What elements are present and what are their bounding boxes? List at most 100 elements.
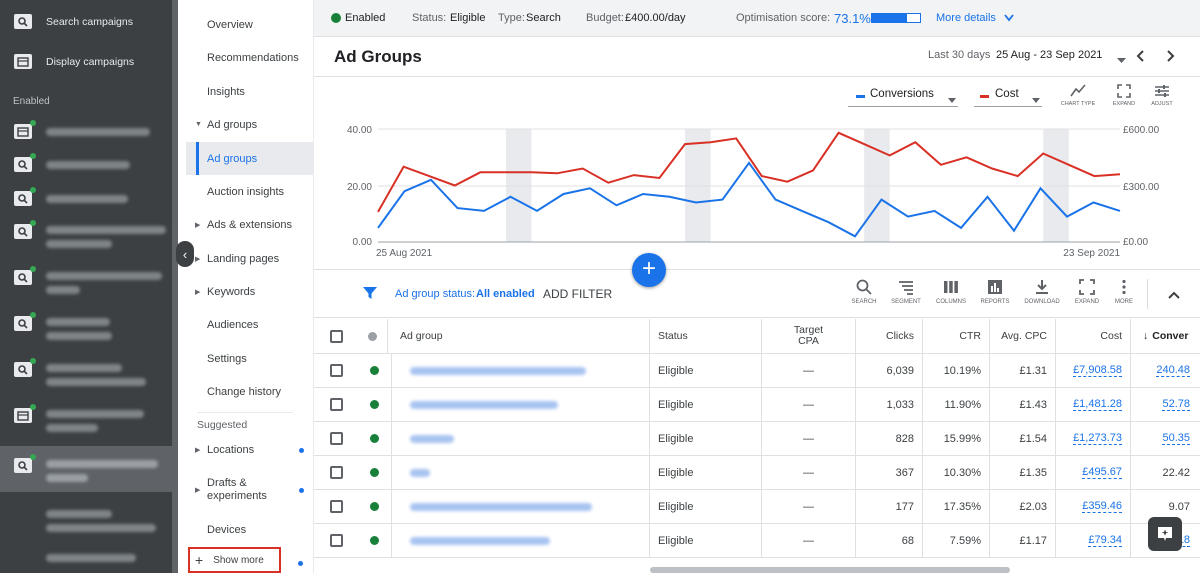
row-checkbox[interactable] — [329, 466, 343, 479]
more-details-link[interactable]: More details — [936, 12, 996, 24]
cost-value[interactable]: £495.67 — [1082, 466, 1122, 479]
nav-ad-groups[interactable]: Ad groups — [186, 142, 314, 175]
nav-audiences[interactable]: Audiences — [186, 308, 314, 341]
caret-down-icon[interactable] — [1117, 53, 1126, 67]
nav-devices[interactable]: Devices — [186, 513, 314, 546]
horizontal-scrollbar[interactable] — [650, 567, 1010, 573]
campaign-item[interactable] — [0, 212, 178, 260]
header-ad-group[interactable]: Ad group — [392, 319, 650, 353]
cost-value[interactable]: £7,908.58 — [1073, 364, 1122, 377]
row-checkbox[interactable] — [329, 432, 343, 445]
table-row[interactable]: Eligible — 6,039 10.19% £1.31 £7,908.58 240.48 — [314, 354, 1200, 388]
clicks-cell: 6,039 — [856, 354, 923, 387]
enabled-status-label[interactable]: Enabled — [345, 12, 386, 24]
filter-icon[interactable] — [363, 286, 377, 303]
metric1-select[interactable]: Conversions — [848, 85, 958, 107]
panel-scrollbar[interactable] — [172, 0, 178, 573]
campaign-item[interactable] — [0, 145, 178, 183]
conversions-value[interactable]: 240.48 — [1156, 364, 1190, 377]
metric2-select[interactable]: Cost — [974, 85, 1042, 107]
cost-value[interactable]: £79.34 — [1088, 534, 1122, 547]
cost-value[interactable]: £359.46 — [1082, 500, 1122, 513]
optimisation-score-value[interactable]: 73.1% — [834, 10, 871, 26]
redacted-ad-group-link[interactable] — [410, 434, 454, 443]
header-clicks[interactable]: Clicks — [856, 319, 923, 353]
redacted-ad-group-link[interactable] — [410, 502, 592, 511]
row-checkbox[interactable] — [329, 534, 343, 547]
header-target-cpa[interactable]: Target CPA — [762, 319, 856, 353]
table-row[interactable]: Eligible — 828 15.99% £1.54 £1,273.73 50.35 — [314, 422, 1200, 456]
row-checkbox[interactable] — [329, 398, 343, 411]
campaign-item[interactable] — [0, 396, 178, 442]
campaign-item[interactable] — [0, 112, 178, 150]
search-button[interactable]: SEARCH — [844, 279, 884, 305]
redacted-ad-group-link[interactable] — [410, 536, 550, 545]
nav-ad-groups-parent[interactable]: ▼ Ad groups — [186, 108, 314, 141]
add-ad-group-button[interactable]: + — [632, 253, 666, 287]
status-filter-value[interactable]: All enabled — [476, 288, 535, 300]
segment-button[interactable]: SEGMENT — [886, 279, 926, 305]
columns-button[interactable]: COLUMNS — [931, 279, 971, 305]
redacted-ad-group-link[interactable] — [410, 366, 586, 375]
cost-cell: £79.34 — [1056, 524, 1131, 557]
row-checkbox[interactable] — [329, 364, 343, 377]
redacted-ad-group-link[interactable] — [410, 468, 430, 477]
campaign-item[interactable] — [0, 258, 178, 306]
header-cost[interactable]: Cost — [1056, 319, 1131, 353]
nav-recommendations[interactable]: Recommendations — [186, 41, 314, 74]
date-range-picker[interactable]: 25 Aug - 23 Sep 2021 — [996, 49, 1103, 61]
download-button[interactable]: DOWNLOAD — [1022, 279, 1062, 305]
select-all-checkbox[interactable] — [329, 329, 343, 343]
campaign-item[interactable] — [0, 179, 178, 217]
table-row[interactable]: Eligible—687.59%£1.17£79.342.18 — [314, 524, 1200, 558]
help-button[interactable] — [1148, 517, 1182, 551]
display-campaigns-item[interactable]: Display campaigns — [0, 42, 178, 80]
table-row[interactable]: Eligible — 177 17.35% £2.03 £359.46 9.07 — [314, 490, 1200, 524]
nav-ads-extensions[interactable]: ▶ Ads & extensions — [186, 208, 314, 241]
campaign-item-selected[interactable] — [0, 446, 178, 492]
chevron-left-icon[interactable] — [1136, 49, 1146, 66]
chart-adjust-button[interactable]: ADJUST — [1142, 84, 1182, 107]
cost-value[interactable]: £1,273.73 — [1073, 432, 1122, 445]
header-conversions[interactable]: ↓ Conver — [1131, 319, 1200, 353]
nav-change-history[interactable]: Change history — [186, 375, 314, 408]
nav-settings[interactable]: Settings — [186, 342, 314, 375]
chart-type-button[interactable]: CHART TYPE — [1058, 84, 1098, 107]
status-cell: Eligible — [650, 388, 762, 421]
chevron-right-icon[interactable] — [1165, 49, 1175, 66]
nav-auction-insights[interactable]: Auction insights — [186, 175, 314, 208]
conversions-value[interactable]: 52.78 — [1162, 398, 1190, 411]
search-campaigns-item[interactable]: Search campaigns — [0, 2, 178, 40]
table-row[interactable]: Eligible — 1,033 11.90% £1.43 £1,481.28 52.78 — [314, 388, 1200, 422]
table-row[interactable]: Eligible — 367 10.30% £1.35 £495.67 22.42 — [314, 456, 1200, 490]
chart-expand-button[interactable]: EXPAND — [1104, 84, 1144, 107]
redacted-ad-group-link[interactable] — [410, 400, 558, 409]
ad-group-item[interactable] — [0, 500, 178, 540]
more-button[interactable]: MORE — [1104, 279, 1144, 305]
chevron-down-icon[interactable] — [1004, 13, 1014, 25]
nav-insights[interactable]: Insights — [186, 75, 314, 108]
ad-group-item[interactable] — [0, 542, 178, 572]
cost-value[interactable]: £1,481.28 — [1073, 398, 1122, 411]
header-ctr[interactable]: CTR — [923, 319, 990, 353]
row-checkbox[interactable] — [329, 500, 343, 513]
nav-locations[interactable]: ▶ Locations — [186, 433, 314, 466]
header-avg-cpc[interactable]: Avg. CPC — [990, 319, 1056, 353]
status-filter-label[interactable]: Ad group status: — [395, 288, 476, 300]
show-more-button[interactable]: + Show more — [188, 547, 281, 573]
collapse-chevron-up-icon[interactable] — [1168, 288, 1180, 302]
collapse-panel-button[interactable]: ‹ — [176, 241, 194, 267]
nav-keywords[interactable]: ▶ Keywords — [186, 275, 314, 308]
budget-value[interactable]: £400.00/day — [625, 12, 686, 24]
header-status[interactable]: Status — [650, 319, 762, 353]
expand-table-button[interactable]: EXPAND — [1067, 279, 1107, 305]
campaign-item[interactable] — [0, 350, 178, 396]
nav-landing-pages[interactable]: ▶ Landing pages — [186, 242, 314, 275]
campaign-item[interactable] — [0, 304, 178, 350]
conversions-value[interactable]: 50.35 — [1162, 432, 1190, 445]
avg-cpc-cell: £1.54 — [990, 422, 1056, 455]
nav-overview[interactable]: Overview — [186, 8, 314, 41]
add-filter-button[interactable]: ADD FILTER — [543, 287, 613, 301]
nav-drafts-experiments[interactable]: ▶ Drafts & experiments — [186, 470, 314, 510]
reports-button[interactable]: REPORTS — [975, 279, 1015, 305]
